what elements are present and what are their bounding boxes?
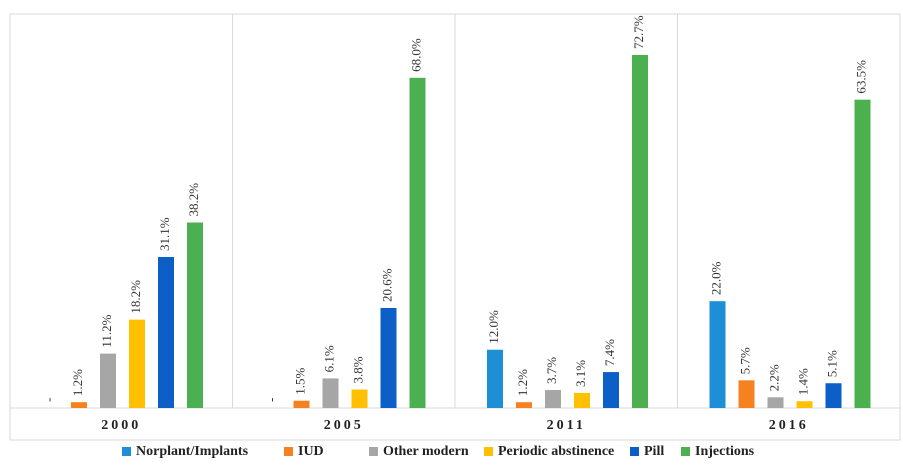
- bar: [71, 402, 87, 408]
- legend-label: Periodic abstinence: [498, 444, 614, 459]
- value-label: 1.5%: [292, 367, 307, 394]
- bar: [603, 372, 619, 408]
- bar: [409, 77, 426, 409]
- value-label: 1.4%: [795, 368, 810, 395]
- bar: [487, 349, 503, 408]
- x-tick-label: 2011: [547, 418, 586, 433]
- legend-label: Other modern: [383, 444, 469, 459]
- value-label: 18.2%: [128, 280, 143, 314]
- bar: [854, 99, 871, 408]
- bar: [709, 301, 726, 408]
- x-tick-label: 2000: [101, 418, 141, 433]
- value-label: 6.1%: [321, 345, 336, 372]
- value-label: 72.7%: [631, 15, 646, 49]
- bar: [574, 392, 590, 408]
- x-tick-label: 2005: [324, 418, 364, 433]
- bar: [545, 390, 561, 408]
- value-label: 22.0%: [708, 261, 723, 295]
- value-label: 20.6%: [379, 268, 394, 302]
- bar: [632, 55, 648, 408]
- value-label: 1.2%: [515, 369, 530, 396]
- legend-swatch: [122, 447, 131, 456]
- value-label: 12.0%: [486, 310, 501, 344]
- bar: [187, 222, 203, 408]
- legend-swatch: [484, 447, 493, 456]
- bar: [738, 380, 755, 408]
- value-label: -: [263, 398, 278, 402]
- bar: [380, 307, 397, 408]
- value-label: 38.2%: [186, 183, 201, 217]
- value-label: 7.4%: [602, 339, 617, 366]
- legend-label: Norplant/Implants: [136, 444, 249, 459]
- x-tick-label: 2016: [769, 418, 809, 433]
- legend-label: Pill: [644, 444, 664, 459]
- value-label: 3.1%: [573, 360, 588, 387]
- legend-swatch: [630, 447, 639, 456]
- bar: [767, 397, 784, 408]
- value-label: 1.2%: [70, 369, 85, 396]
- legend-swatch: [681, 447, 690, 456]
- value-label: 3.7%: [544, 357, 559, 384]
- value-label: 5.7%: [737, 347, 752, 374]
- legend-swatch: [284, 447, 293, 456]
- value-label: 31.1%: [157, 217, 172, 251]
- bar: [158, 256, 174, 408]
- value-label: -: [41, 398, 56, 402]
- legend-label: IUD: [298, 444, 324, 459]
- bar: [825, 383, 842, 408]
- bar: [322, 378, 339, 408]
- value-label: 11.2%: [99, 314, 114, 347]
- bar: [100, 353, 116, 408]
- value-label: 2.2%: [766, 364, 781, 391]
- bar: [796, 401, 813, 408]
- legend-swatch: [369, 447, 378, 456]
- legend-label: Injections: [695, 444, 755, 459]
- value-label: 68.0%: [408, 38, 423, 72]
- value-label: 5.1%: [824, 350, 839, 377]
- bar: [129, 319, 145, 408]
- bar: [516, 402, 532, 408]
- bar: [351, 389, 368, 408]
- value-label: 3.8%: [350, 356, 365, 383]
- value-label: 63.5%: [853, 60, 868, 94]
- bar: [293, 400, 310, 408]
